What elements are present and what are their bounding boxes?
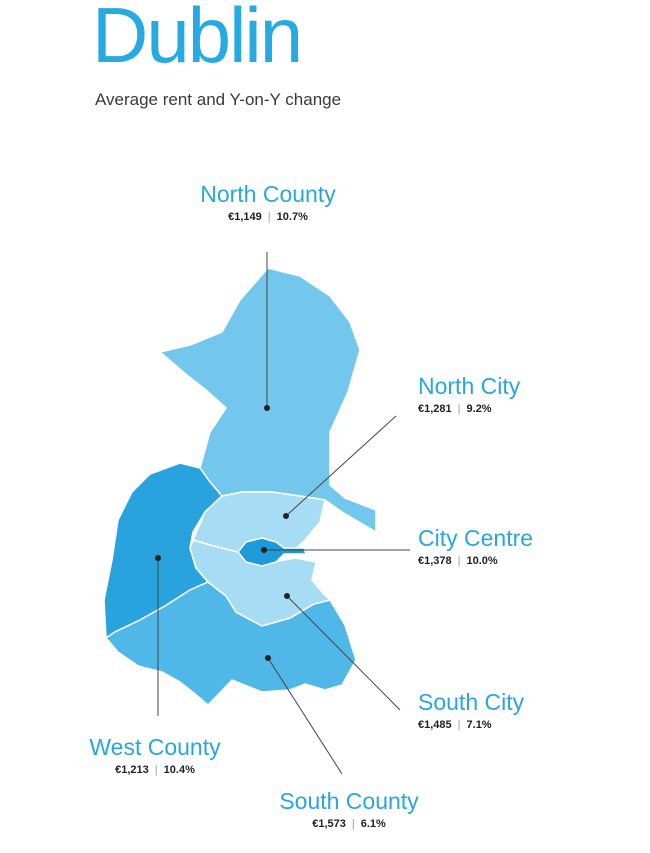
change-value: 10.4%	[163, 764, 195, 777]
separator: |	[457, 555, 461, 568]
label-city-centre: City Centre €1,378 | 10.0%	[418, 525, 534, 567]
rent-value: €1,485	[418, 719, 452, 732]
label-north-county: North County €1,149 | 10.7%	[168, 181, 368, 223]
region-name: City Centre	[418, 525, 534, 551]
marker-north-county	[264, 405, 270, 411]
marker-west-county	[155, 555, 161, 561]
label-south-city: South City €1,485 | 7.1%	[418, 689, 525, 731]
marker-north-city	[283, 513, 289, 519]
region-stats: €1,378 | 10.0%	[418, 555, 533, 567]
label-north-city: North City €1,281 | 9.2%	[418, 373, 521, 415]
region-city-centre[interactable]	[237, 537, 308, 567]
change-value: 6.1%	[360, 818, 386, 831]
rent-value: €1,149	[228, 211, 262, 224]
change-value: 7.1%	[466, 719, 492, 732]
region-name: North City	[418, 373, 521, 399]
rent-value: €1,281	[418, 403, 452, 416]
region-stats: €1,149 | 10.7%	[168, 211, 368, 223]
change-value: 9.2%	[466, 403, 492, 416]
region-stats: €1,485 | 7.1%	[418, 719, 524, 731]
marker-south-city	[284, 593, 290, 599]
region-stats: €1,573 | 6.1%	[249, 818, 449, 830]
separator: |	[457, 719, 461, 732]
region-name: South County	[279, 788, 419, 814]
region-south-county[interactable]	[104, 581, 357, 707]
region-name: North County	[200, 181, 336, 207]
region-name: South City	[418, 689, 525, 715]
separator: |	[267, 211, 271, 224]
marker-south-county	[265, 655, 271, 661]
separator: |	[154, 764, 158, 777]
page-subtitle: Average rent and Y-on-Y change	[95, 90, 342, 109]
rent-value: €1,573	[312, 818, 346, 831]
rent-value: €1,213	[115, 764, 149, 777]
region-stats: €1,213 | 10.4%	[55, 764, 255, 776]
leader-line-south-county	[267, 657, 343, 775]
rent-value: €1,378	[418, 555, 452, 568]
page-title: Dublin	[92, 0, 303, 79]
separator: |	[351, 818, 355, 831]
label-south-county: South County €1,573 | 6.1%	[249, 788, 449, 830]
change-value: 10.0%	[466, 555, 498, 568]
change-value: 10.7%	[276, 211, 308, 224]
region-stats: €1,281 | 9.2%	[418, 403, 520, 415]
leader-line-south-city	[286, 595, 401, 711]
region-name: West County	[89, 734, 221, 760]
separator: |	[457, 403, 461, 416]
marker-city-centre	[261, 547, 267, 553]
leader-line-north-city	[285, 415, 397, 517]
label-west-county: West County €1,213 | 10.4%	[55, 734, 255, 776]
